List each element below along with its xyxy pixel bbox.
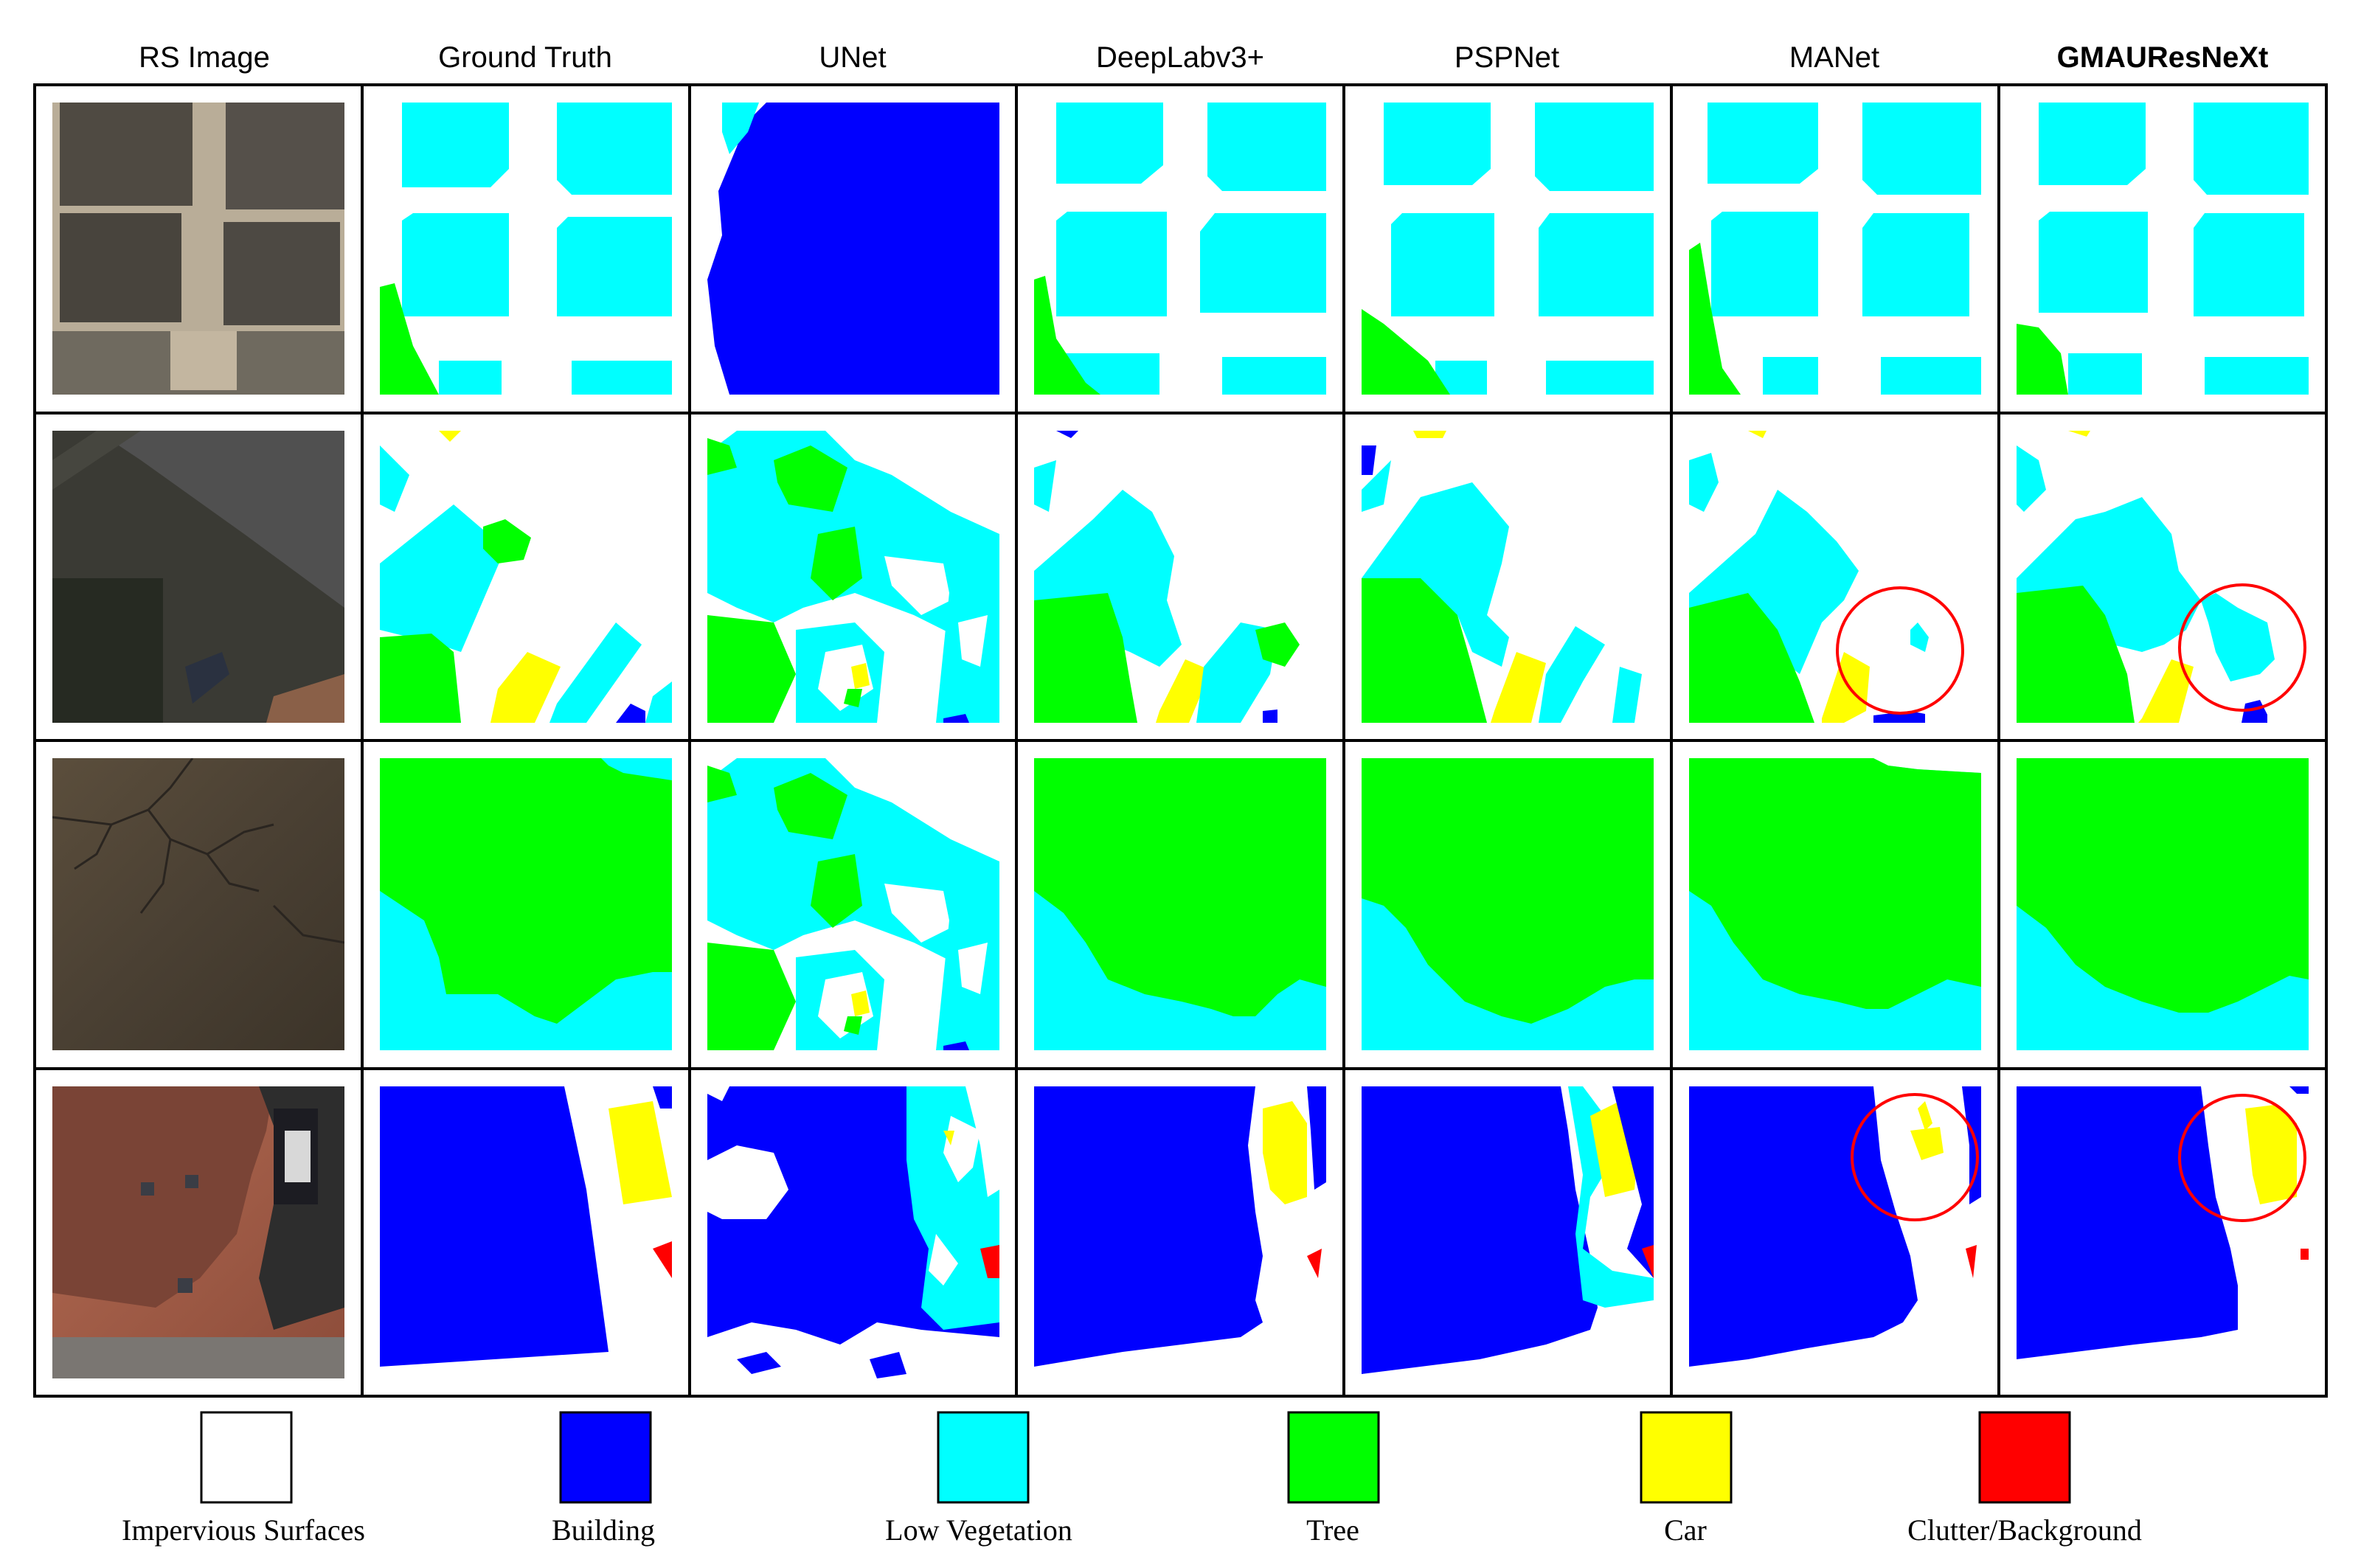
legend-swatch-low-vegetation [937, 1411, 1030, 1504]
deeplab-row1 [1034, 103, 1326, 395]
header-gmau: GMAUResNeXt [2057, 41, 2269, 74]
deeplab-row3 [1034, 758, 1326, 1050]
header-ground-truth: Ground Truth [438, 41, 612, 74]
unet-row1 [707, 103, 999, 395]
header-unet: UNet [819, 41, 886, 74]
gt-row2 [380, 431, 672, 723]
deeplab-row2 [1034, 431, 1326, 723]
grid-frame [33, 83, 2328, 1398]
rs-image-row1 [52, 103, 344, 395]
legend-swatch-car [1640, 1411, 1733, 1504]
legend-label-impervious: Impervious Surfaces [122, 1513, 365, 1547]
pspnet-row4 [1362, 1086, 1654, 1378]
pspnet-row1 [1362, 103, 1654, 395]
pspnet-row2 [1362, 431, 1654, 723]
gmau-row4 [2017, 1086, 2309, 1378]
legend-label-tree: Tree [1306, 1513, 1359, 1547]
legend-swatch-building [559, 1411, 652, 1504]
legend-label-low-vegetation: Low Vegetation [885, 1513, 1072, 1547]
manet-row4 [1689, 1086, 1981, 1378]
legend-swatch-impervious [200, 1411, 293, 1504]
rs-image-row4 [52, 1086, 344, 1378]
legend-swatch-tree [1287, 1411, 1380, 1504]
highlight-circle-manet-row4 [1851, 1093, 1979, 1221]
unet-row4 [707, 1086, 999, 1378]
gmau-row2 [2017, 431, 2309, 723]
legend: Impervious Surfaces Building Low Vegetat… [122, 1411, 2142, 1547]
gt-row1 [380, 103, 672, 395]
header-rs-image: RS Image [139, 41, 270, 74]
legend-label-building: Building [552, 1513, 655, 1547]
gmau-row3 [2017, 758, 2309, 1050]
legend-label-car: Car [1664, 1513, 1707, 1547]
deeplab-row4 [1034, 1086, 1326, 1378]
gt-row3 [380, 758, 672, 1050]
highlight-circle-manet-row2 [1836, 586, 1964, 715]
legend-swatch-clutter [1978, 1411, 2071, 1504]
rs-image-row2 [52, 431, 344, 723]
pspnet-row3 [1362, 758, 1654, 1050]
manet-row1 [1689, 103, 1981, 395]
unet-row3 [707, 758, 999, 1050]
header-pspnet: PSPNet [1455, 41, 1559, 74]
header-manet: MANet [1789, 41, 1879, 74]
gmau-row1 [2017, 103, 2309, 395]
header-deeplab: DeepLabv3+ [1096, 41, 1264, 74]
rs-image-row3 [52, 758, 344, 1050]
manet-row3 [1689, 758, 1981, 1050]
legend-label-clutter: Clutter/Background [1907, 1513, 2142, 1547]
manet-row2 [1689, 431, 1981, 723]
highlight-circle-gmau-row2 [2178, 583, 2306, 712]
unet-row2 [707, 431, 999, 723]
highlight-circle-gmau-row4 [2178, 1094, 2306, 1222]
gt-row4 [380, 1086, 672, 1378]
